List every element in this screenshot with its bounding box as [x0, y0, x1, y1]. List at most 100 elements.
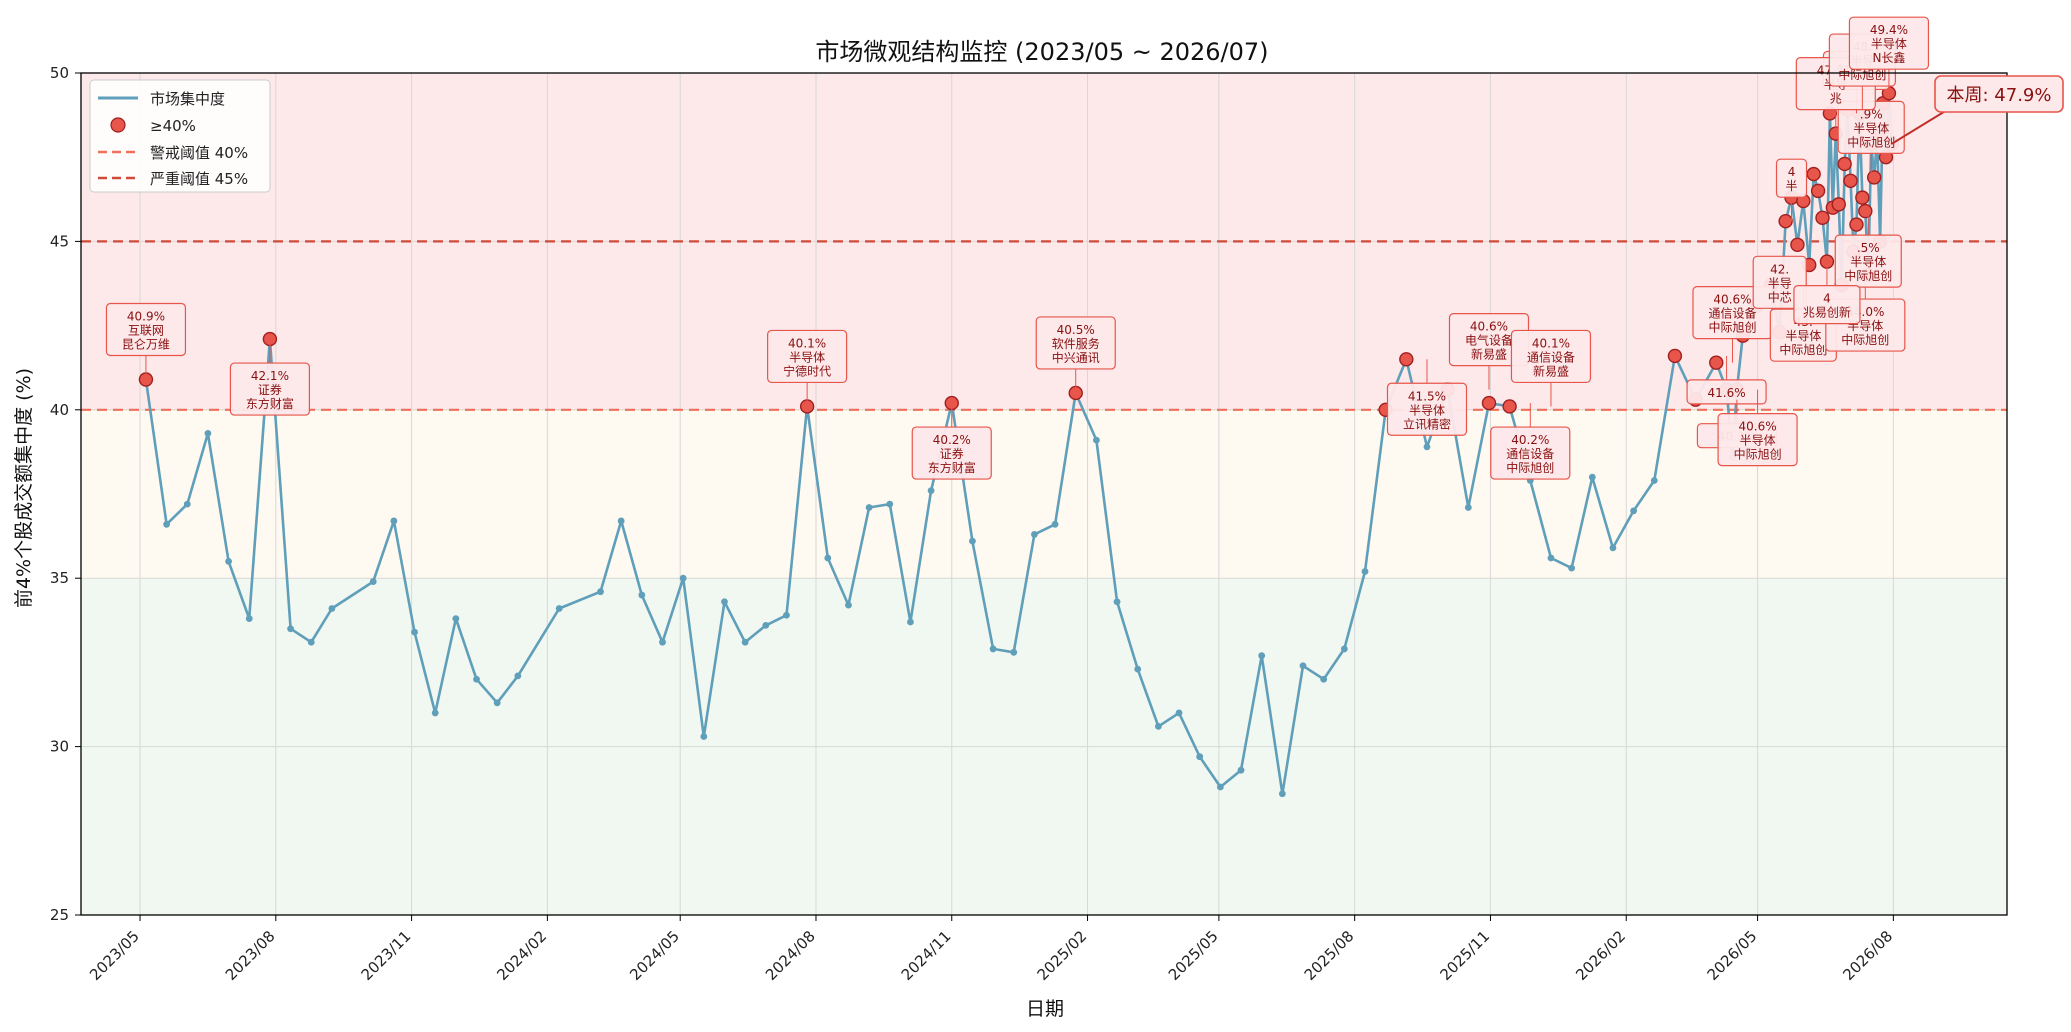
data-point [1154, 722, 1162, 730]
data-point [1134, 665, 1142, 673]
data-point [969, 537, 976, 545]
alert-marker [1810, 183, 1826, 199]
annotation-text: 40.2% [933, 433, 971, 447]
annotation-box [1686, 379, 1767, 405]
annotation-text: 半导 [1768, 276, 1792, 290]
annotation-text: 中际旭创 [1838, 67, 1886, 82]
alert-marker [1790, 237, 1805, 252]
plot-frame [80, 72, 2008, 916]
alert-marker [1858, 203, 1873, 219]
alert-marker [1709, 355, 1724, 370]
threshold-lines [81, 240, 2007, 411]
alert-marker [1778, 213, 1793, 229]
x-tick-label: 2025/05 [1165, 927, 1222, 984]
data-point [845, 601, 852, 609]
data-point [287, 625, 294, 633]
data-point [307, 638, 315, 646]
data-point [1010, 648, 1018, 656]
annotation-text: 中际旭创 [1734, 447, 1782, 462]
data-point [328, 605, 336, 612]
annotation-text: 互联网 [128, 323, 164, 337]
x-tick-label: 2023/08 [222, 927, 279, 984]
annotation-text: 半 [1786, 179, 1798, 193]
annotation-text: 4 [1823, 292, 1831, 306]
alert-marker [1502, 399, 1517, 414]
data-point [1464, 504, 1472, 511]
data-point [1423, 443, 1431, 451]
x-tick-label: 2026/05 [1704, 927, 1761, 984]
annotation-text: 电气设备 [1465, 333, 1513, 348]
annotation-text: 42. [1770, 262, 1789, 276]
x-tick-label: 2025/08 [1301, 927, 1358, 984]
x-axis-label: 日期 [1026, 998, 1064, 1020]
annotation-text: 半导体 [1850, 255, 1886, 269]
data-point [907, 618, 914, 626]
x-tick-label: 2023/11 [358, 927, 415, 984]
data-point [1278, 790, 1286, 798]
data-point [225, 557, 232, 565]
data-point [824, 554, 832, 562]
annotation-box [105, 302, 187, 357]
current-week-callout: 本周: 47.9% [1891, 75, 2064, 145]
data-point [886, 500, 894, 508]
annotation-text: 证券 [258, 382, 282, 397]
annotation-box [1510, 329, 1592, 384]
data-point [1031, 531, 1038, 538]
annotation-box [1793, 285, 1861, 325]
alert-marker [1855, 190, 1870, 205]
alert-marker [1843, 173, 1858, 188]
alert-marker [1399, 352, 1414, 367]
data-point [762, 621, 770, 629]
x-tick-label: 2026/02 [1572, 927, 1629, 984]
annotation-text: 兆 [1830, 92, 1842, 106]
data-point [1237, 766, 1245, 774]
data-point [741, 638, 749, 646]
data-point [452, 615, 460, 623]
annotation-box [1775, 158, 1808, 198]
annotation-text: .5% [1857, 241, 1880, 255]
annotation-text: 中际旭创 [1506, 460, 1554, 475]
annotation-text: 通信设备 [1708, 307, 1756, 321]
data-point [1650, 477, 1658, 484]
annotation-text: 40.9% [127, 309, 165, 323]
annotation-text: 通信设备 [1506, 447, 1554, 461]
annotation-text: 42.1% [251, 369, 289, 383]
data-point [1361, 568, 1369, 575]
annotation-box [1848, 16, 1930, 70]
alert-marker [1815, 210, 1830, 226]
data-point [204, 429, 212, 437]
annotation-text: 40.6% [1470, 320, 1508, 334]
annotation-text: .9% [1860, 107, 1883, 121]
annotation-text: 中际旭创 [1779, 342, 1827, 357]
annotation-text: 半导体 [1871, 37, 1907, 51]
annotation-text: 新易盛 [1471, 347, 1507, 362]
data-point [721, 598, 728, 606]
data-point [245, 615, 253, 623]
legend-item-marker: ≥40% [150, 117, 196, 135]
data-point [1630, 507, 1638, 515]
annotation-text: 41.6% [1708, 386, 1746, 400]
data-point [1340, 645, 1348, 653]
annotation-text: 兆易创新 [1803, 305, 1851, 320]
data-point [638, 591, 646, 599]
annotation-box [1490, 426, 1571, 480]
y-axis-ticks: 25 30 35 40 45 50 [50, 64, 81, 924]
annotation-text: 41.5% [1408, 389, 1446, 403]
y-tick-label: 40 [50, 401, 69, 419]
data-point [514, 672, 522, 680]
annotation-text: 半导体 [789, 350, 825, 364]
annotation-text: 中兴通讯 [1052, 350, 1100, 365]
alert-marker [1667, 348, 1683, 364]
annotation-box [1386, 382, 1468, 436]
current-week-label: 本周: 47.9% [1947, 85, 2052, 106]
data-point [700, 733, 708, 740]
data-point [1588, 473, 1596, 481]
x-tick-label: 2024/11 [898, 927, 955, 984]
annotation-text: 中芯 [1768, 289, 1792, 304]
y-tick-label: 50 [50, 64, 69, 82]
data-point [1258, 652, 1266, 660]
alert-marker [1806, 166, 1821, 182]
annotation-box [1035, 316, 1116, 370]
legend-box [89, 79, 271, 193]
